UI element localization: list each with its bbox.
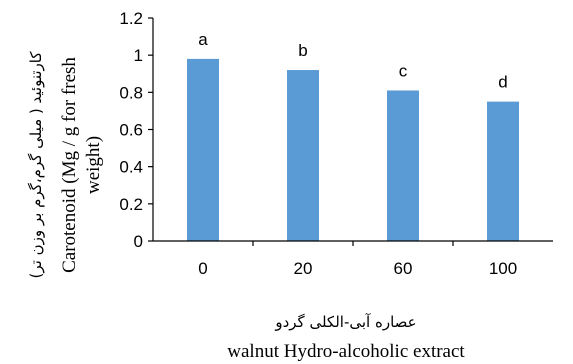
y-tick-label-0: 0: [134, 232, 143, 251]
x-axis-label-persian: عصاره آبی-الکلی گردو: [274, 313, 416, 331]
significance-letter-b: b: [298, 41, 307, 60]
y-axis-label-persian: کارتنوئید ( میلی گرم،گرم بر وزن تر): [27, 51, 45, 279]
y-axis-label-english-line1: Carotenoid (Mg / g for fresh: [59, 57, 80, 273]
significance-letter-a: a: [198, 30, 208, 49]
x-tick-label-20: 20: [294, 259, 313, 278]
significance-letter-d: d: [498, 73, 507, 92]
y-tick-label-4: 0.8: [119, 83, 143, 102]
y-axis-label-english-line2: weight): [83, 136, 104, 194]
y-tick-label-5: 1: [134, 46, 143, 65]
y-tick-labels: 0 0.2 0.4 0.6 0.8 1 1.2: [119, 9, 153, 251]
x-axis-label-english: walnut Hydro-alcoholic extract: [227, 341, 465, 362]
bar-0: [187, 58, 219, 242]
y-tick-label-2: 0.4: [119, 158, 143, 177]
bars-group: [187, 58, 519, 242]
bar-100: [487, 101, 519, 241]
x-tick-label-0: 0: [198, 259, 207, 278]
x-tick-label-60: 60: [394, 259, 413, 278]
y-tick-label-6: 1.2: [119, 9, 143, 28]
y-tick-label-3: 0.6: [119, 121, 143, 140]
x-tick-label-100: 100: [489, 259, 517, 278]
significance-letters: a b c d: [198, 30, 507, 92]
x-tick-labels: 0 20 60 100: [198, 241, 517, 278]
significance-letter-c: c: [399, 61, 408, 80]
bar-60: [387, 90, 419, 241]
bar-20: [287, 70, 319, 242]
y-tick-label-1: 0.2: [119, 195, 143, 214]
